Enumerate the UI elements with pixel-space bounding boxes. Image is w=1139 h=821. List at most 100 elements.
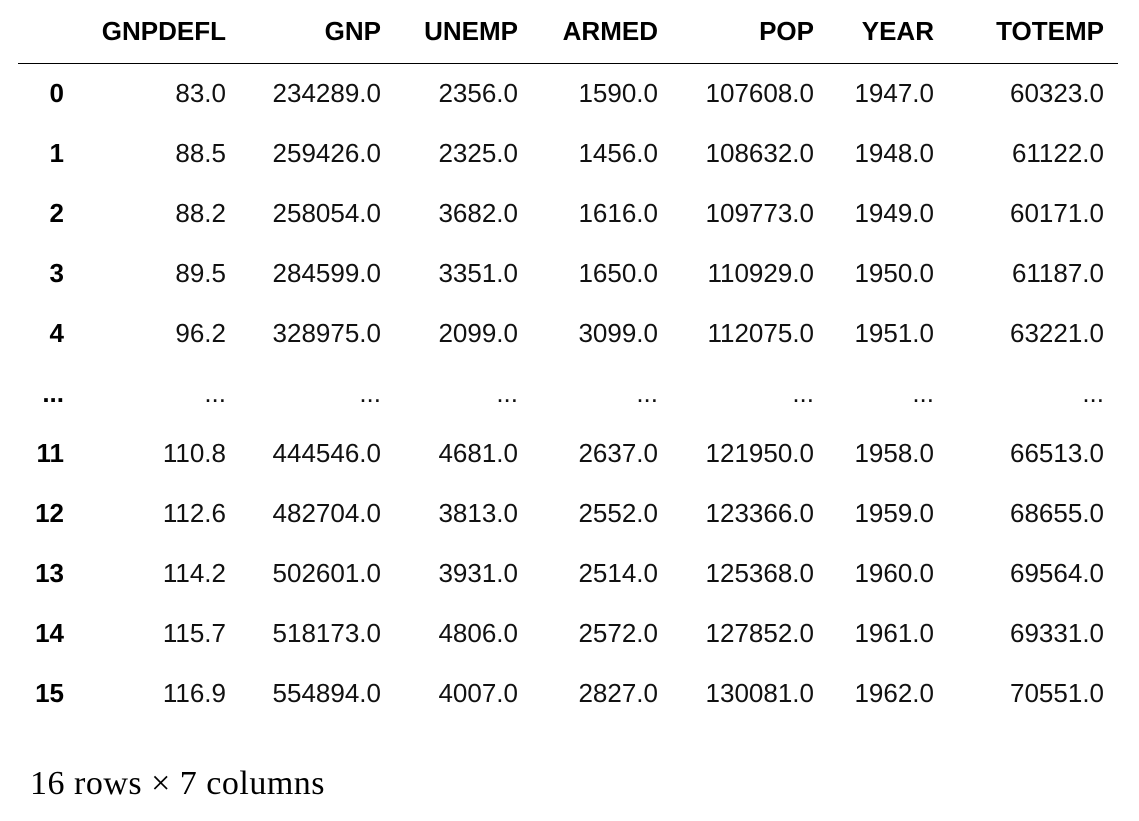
table-row: 13 114.2 502601.0 3931.0 2514.0 125368.0 1960.…	[18, 543, 1118, 603]
table-cell: 1650.0	[578, 257, 658, 288]
table-row: 1 88.5 259426.0 2325.0 1456.0 108632.0 1948.0 6…	[18, 123, 1118, 183]
table-cell: 116.9	[162, 677, 226, 708]
table-cell: ...	[912, 377, 934, 408]
table-cell: 3351.0	[438, 257, 518, 288]
table-cell: 61122.0	[1011, 137, 1104, 168]
table-cell: 66513.0	[1010, 437, 1104, 468]
table-header: GNPDEFL GNP UNEMP ARMED POP YEAR TOTEMP	[18, 0, 1118, 64]
column-header: ARMED	[532, 0, 672, 64]
table-cell: 110929.0	[707, 257, 814, 288]
table-cell: 88.5	[175, 137, 226, 168]
shape-note: 16 rows × 7 columns	[30, 765, 325, 802]
table-cell: ...	[1082, 377, 1104, 408]
table-cell: 2637.0	[578, 437, 658, 468]
column-header: GNPDEFL	[80, 0, 240, 64]
table-row: 4 96.2 328975.0 2099.0 3099.0 112075.0 1951.0 6…	[18, 303, 1118, 363]
table-cell: 108632.0	[705, 137, 814, 168]
row-index: 14	[35, 617, 64, 648]
table-cell: ...	[496, 377, 518, 408]
table-body: 0 83.0 234289.0 2356.0 1590.0 107608.0 1947.0 6…	[18, 63, 1118, 723]
table-cell: 4007.0	[438, 677, 518, 708]
row-index: 4	[49, 317, 64, 348]
column-header: YEAR	[828, 0, 948, 64]
table-cell: 1958.0	[854, 437, 934, 468]
table-cell: 114.2	[162, 557, 226, 588]
table-cell: 70551.0	[1010, 677, 1104, 708]
table-cell: 68655.0	[1010, 497, 1104, 528]
table-row: 11 110.8 444546.0 4681.0 2637.0 121950.0 1958.…	[18, 423, 1118, 483]
table-row: 2 88.2 258054.0 3682.0 1616.0 109773.0 1949.0 6…	[18, 183, 1118, 243]
table-cell: 60323.0	[1010, 77, 1104, 108]
dataframe-table: GNPDEFL GNP UNEMP ARMED POP YEAR TOTEMP 0 83.0 2…	[18, 0, 1118, 723]
table-cell: 1959.0	[854, 497, 934, 528]
table-cell: 554894.0	[272, 677, 381, 708]
table-cell: 1948.0	[854, 137, 934, 168]
table-row: 15 116.9 554894.0 4007.0 2827.0 130081.0 1962.…	[18, 663, 1118, 723]
table-cell: 3099.0	[578, 317, 658, 348]
table-cell: 1947.0	[854, 77, 934, 108]
table-cell: 61187.0	[1011, 257, 1104, 288]
table-cell: 482704.0	[272, 497, 381, 528]
row-index: 13	[35, 557, 64, 588]
table-cell: 2356.0	[438, 77, 518, 108]
row-index: ...	[42, 377, 64, 408]
row-index: 15	[35, 677, 64, 708]
table-cell: 259426.0	[272, 137, 381, 168]
table-cell: 115.7	[162, 617, 226, 648]
table-row: ........................	[18, 363, 1118, 423]
table-cell: 1961.0	[854, 617, 934, 648]
table-cell: 60171.0	[1010, 197, 1104, 228]
table-cell: 96.2	[175, 317, 226, 348]
row-index: 1	[49, 137, 64, 168]
table-cell: 109773.0	[705, 197, 814, 228]
table-cell: ...	[359, 377, 381, 408]
table-cell: 125368.0	[705, 557, 814, 588]
table-cell: 1456.0	[578, 137, 658, 168]
table-cell: 234289.0	[272, 77, 381, 108]
table-cell: 2552.0	[578, 497, 658, 528]
table-cell: 63221.0	[1010, 317, 1104, 348]
table-cell: 69564.0	[1010, 557, 1104, 588]
table-cell: 130081.0	[705, 677, 814, 708]
table-cell: 4806.0	[438, 617, 518, 648]
table-cell: 2827.0	[578, 677, 658, 708]
index-header	[18, 0, 80, 64]
table-cell: 4681.0	[438, 437, 518, 468]
table-cell: 88.2	[175, 197, 226, 228]
table-row: 14 115.7 518173.0 4806.0 2572.0 127852.0 1961.…	[18, 603, 1118, 663]
table-cell: 2325.0	[438, 137, 518, 168]
table-cell: 1616.0	[578, 197, 658, 228]
table-cell: 1960.0	[854, 557, 934, 588]
row-index: 12	[35, 497, 64, 528]
table-cell: 258054.0	[272, 197, 381, 228]
table-cell: 3813.0	[438, 497, 518, 528]
table-cell: 112.6	[162, 497, 226, 528]
row-index: 2	[49, 197, 64, 228]
row-index: 3	[49, 257, 64, 288]
table-cell: ...	[204, 377, 226, 408]
table-row: 12 112.6 482704.0 3813.0 2552.0 123366.0 1959.…	[18, 483, 1118, 543]
table-cell: 110.8	[162, 437, 226, 468]
table-cell: 127852.0	[705, 617, 814, 648]
row-index: 0	[49, 77, 64, 108]
table-cell: 1949.0	[854, 197, 934, 228]
dataframe-container: GNPDEFL GNP UNEMP ARMED POP YEAR TOTEMP 0 83.0 2…	[18, 0, 1118, 723]
table-cell: 121950.0	[705, 437, 814, 468]
table-cell: 2572.0	[578, 617, 658, 648]
table-cell: ...	[636, 377, 658, 408]
table-cell: 1951.0	[854, 317, 934, 348]
table-cell: 112075.0	[707, 317, 814, 348]
table-row: 3 89.5 284599.0 3351.0 1650.0 110929.0 1950.0 6…	[18, 243, 1118, 303]
table-cell: 107608.0	[705, 77, 814, 108]
table-cell: 444546.0	[272, 437, 381, 468]
column-header: GNP	[240, 0, 395, 64]
table-cell: 69331.0	[1010, 617, 1104, 648]
table-cell: 123366.0	[705, 497, 814, 528]
table-row: 0 83.0 234289.0 2356.0 1590.0 107608.0 1947.0 6…	[18, 63, 1118, 123]
header-row: GNPDEFL GNP UNEMP ARMED POP YEAR TOTEMP	[18, 0, 1118, 64]
table-cell: 328975.0	[272, 317, 381, 348]
table-cell: 89.5	[175, 257, 226, 288]
table-cell: 2099.0	[438, 317, 518, 348]
table-cell: ...	[792, 377, 814, 408]
table-cell: 83.0	[175, 77, 226, 108]
